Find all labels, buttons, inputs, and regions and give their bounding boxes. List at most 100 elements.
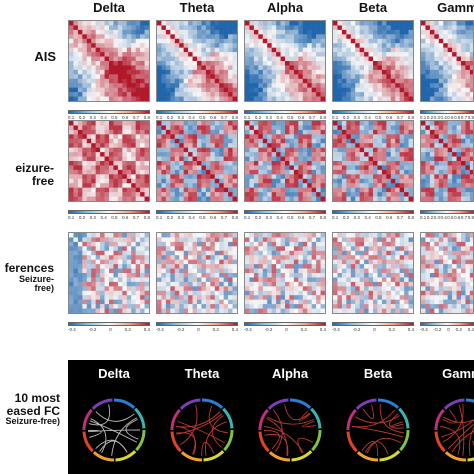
colorbar-tick-label: -0.2	[264, 327, 273, 332]
colorbar-tick-labels: -0.4 -0.2 0 0.2 0.4	[244, 327, 326, 332]
colorbar-tick-label: 0.7	[220, 215, 228, 220]
row-label-top-line1: 10 most	[14, 391, 60, 405]
colorbar-tick-label: 0.2	[426, 215, 434, 220]
colorbar-tick-label: 0.6	[454, 215, 461, 220]
colorbar-tick-label: 0.1	[420, 115, 427, 120]
electrode-ticks	[244, 103, 326, 109]
colorbar-tick-labels: -0.4 -0.2 0 0.2 0.4	[68, 327, 150, 332]
colorbar-tick-label: 0.8	[143, 215, 150, 220]
colorbar-tick-label: 0	[109, 327, 112, 332]
connectivity-circle-delta	[78, 390, 152, 473]
colorbar-tick-labels: 0.1 0.2 0.3 0.4 0.5 0.6 0.7 0.8	[332, 115, 414, 120]
matrix-seizure-free-gamma	[420, 120, 474, 202]
colorbar-tick-label: -0.4	[156, 327, 164, 332]
row-label-differences-line2: Seizure-free)	[18, 273, 54, 294]
colorbar-tick-label: 0.2	[212, 327, 219, 332]
colorbar-tick-label: 0.5	[199, 115, 206, 120]
electrode-ticks	[68, 203, 150, 209]
colorbar	[420, 210, 474, 214]
colorbar-tick-label: 0.1	[332, 115, 339, 120]
colorbar-tick-label: 0.2	[166, 215, 174, 220]
matrix-ais-delta	[68, 20, 150, 102]
colorbar	[332, 322, 414, 326]
colorbar-tick-label: 0.8	[319, 215, 326, 220]
colorbar	[244, 210, 326, 214]
colorbar-tick-label: 0.5	[375, 115, 382, 120]
matrix-differences-theta	[156, 232, 238, 314]
colorbar-tick-label: 0.8	[231, 115, 238, 120]
colorbar-tick-label: -0.4	[68, 327, 76, 332]
electrode-ticks	[68, 315, 150, 321]
circle-title-delta: Delta	[98, 366, 130, 381]
colorbar-tick-label: 0.1	[420, 215, 427, 220]
colorbar-tick-label: 0.5	[111, 215, 118, 220]
colorbar-tick-label: 0.3	[433, 115, 440, 120]
colorbar-tick-label: 0.4	[440, 115, 447, 120]
colorbar-tick-label: 0	[197, 327, 200, 332]
colorbar-tick-label: 0.8	[407, 115, 414, 120]
colorbar-tick-label: 0.3	[353, 115, 360, 120]
colorbar-tick-label: 0.7	[308, 115, 316, 120]
colorbar-tick-label: -0.4	[244, 327, 252, 332]
colorbar	[68, 210, 150, 214]
colorbar-tick-label: 0.4	[364, 215, 371, 220]
colorbar-tick-label: 0.3	[265, 115, 272, 120]
colorbar	[156, 110, 238, 114]
colorbar-tick-label: 0.7	[396, 215, 404, 220]
colorbar-tick-label: 0.3	[353, 215, 360, 220]
colorbar-tick-label: 0.2	[254, 215, 262, 220]
colorbar-tick-label: 0.6	[386, 215, 393, 220]
colorbar-tick-label: 0.7	[396, 115, 404, 120]
colorbar-tick-label: 0.2	[78, 215, 86, 220]
matrix-seizure-free-delta	[68, 120, 150, 202]
colorbar-tick-label: 0.1	[68, 115, 75, 120]
electrode-ticks	[332, 203, 414, 209]
circle-title-theta: Theta	[184, 366, 220, 381]
electrode-ticks	[68, 103, 150, 109]
colorbar-tick-label: 0.5	[111, 115, 118, 120]
matrix-differences-alpha	[244, 232, 326, 314]
colorbar-tick-labels: 0.1 0.2 0.3 0.4 0.5 0.6 0.7 0.8	[156, 115, 238, 120]
colorbar-tick-label: 0.4	[319, 327, 326, 332]
colorbar-tick-label: 0.5	[447, 115, 454, 120]
colorbar	[332, 110, 414, 114]
electrode-ticks	[244, 315, 326, 321]
matrix-seizure-free-beta	[332, 120, 414, 202]
colorbar	[156, 322, 238, 326]
colorbar	[244, 110, 326, 114]
colorbar-tick-labels: -0.4 -0.2 0 0.2 0.4	[420, 327, 474, 332]
row-label-top-line2: eased FC	[6, 403, 60, 418]
electrode-ticks	[420, 203, 474, 209]
electrode-ticks	[156, 203, 238, 209]
matrix-differences-delta	[68, 232, 150, 314]
colorbar-tick-label: 0.3	[177, 115, 184, 120]
colorbar-tick-label: 0.4	[467, 327, 474, 332]
colorbar-tick-labels: 0.1 0.2 0.3 0.4 0.5 0.6 0.7 0.8	[420, 215, 474, 220]
colorbar-tick-label: 0.4	[231, 327, 238, 332]
colorbar-tick-label: 0.4	[407, 327, 414, 332]
band-header-alpha: Alpha	[266, 0, 304, 15]
colorbar-tick-label: 0.8	[407, 215, 414, 220]
colorbar	[420, 110, 474, 114]
matrix-ais-theta	[156, 20, 238, 102]
colorbar-tick-label: 0.4	[364, 115, 371, 120]
matrix-ais-alpha	[244, 20, 326, 102]
colorbar-tick-labels: -0.4 -0.2 0 0.2 0.4	[156, 327, 238, 332]
colorbar-tick-label: 0.2	[78, 115, 86, 120]
colorbar-tick-label: 0.2	[426, 115, 434, 120]
colorbar-tick-label: 0.1	[244, 215, 251, 220]
colorbar-tick-label: 0.1	[68, 215, 75, 220]
colorbar-tick-label: 0.2	[342, 115, 350, 120]
colorbar-tick-label: 0.4	[100, 215, 107, 220]
colorbar-tick-label: 0.3	[89, 215, 96, 220]
electrode-ticks	[420, 315, 474, 321]
colorbar-tick-label: 0.2	[300, 327, 307, 332]
colorbar-tick-labels: 0.1 0.2 0.3 0.4 0.5 0.6 0.7 0.8	[332, 215, 414, 220]
colorbar-tick-label: 0.7	[460, 115, 468, 120]
colorbar-tick-label: 0.6	[298, 215, 305, 220]
row-label-seizure-free: eizure-free	[15, 161, 54, 188]
electrode-ticks	[244, 203, 326, 209]
matrix-differences-beta	[332, 232, 414, 314]
colorbar	[244, 322, 326, 326]
colorbar-tick-label: 0	[373, 327, 376, 332]
